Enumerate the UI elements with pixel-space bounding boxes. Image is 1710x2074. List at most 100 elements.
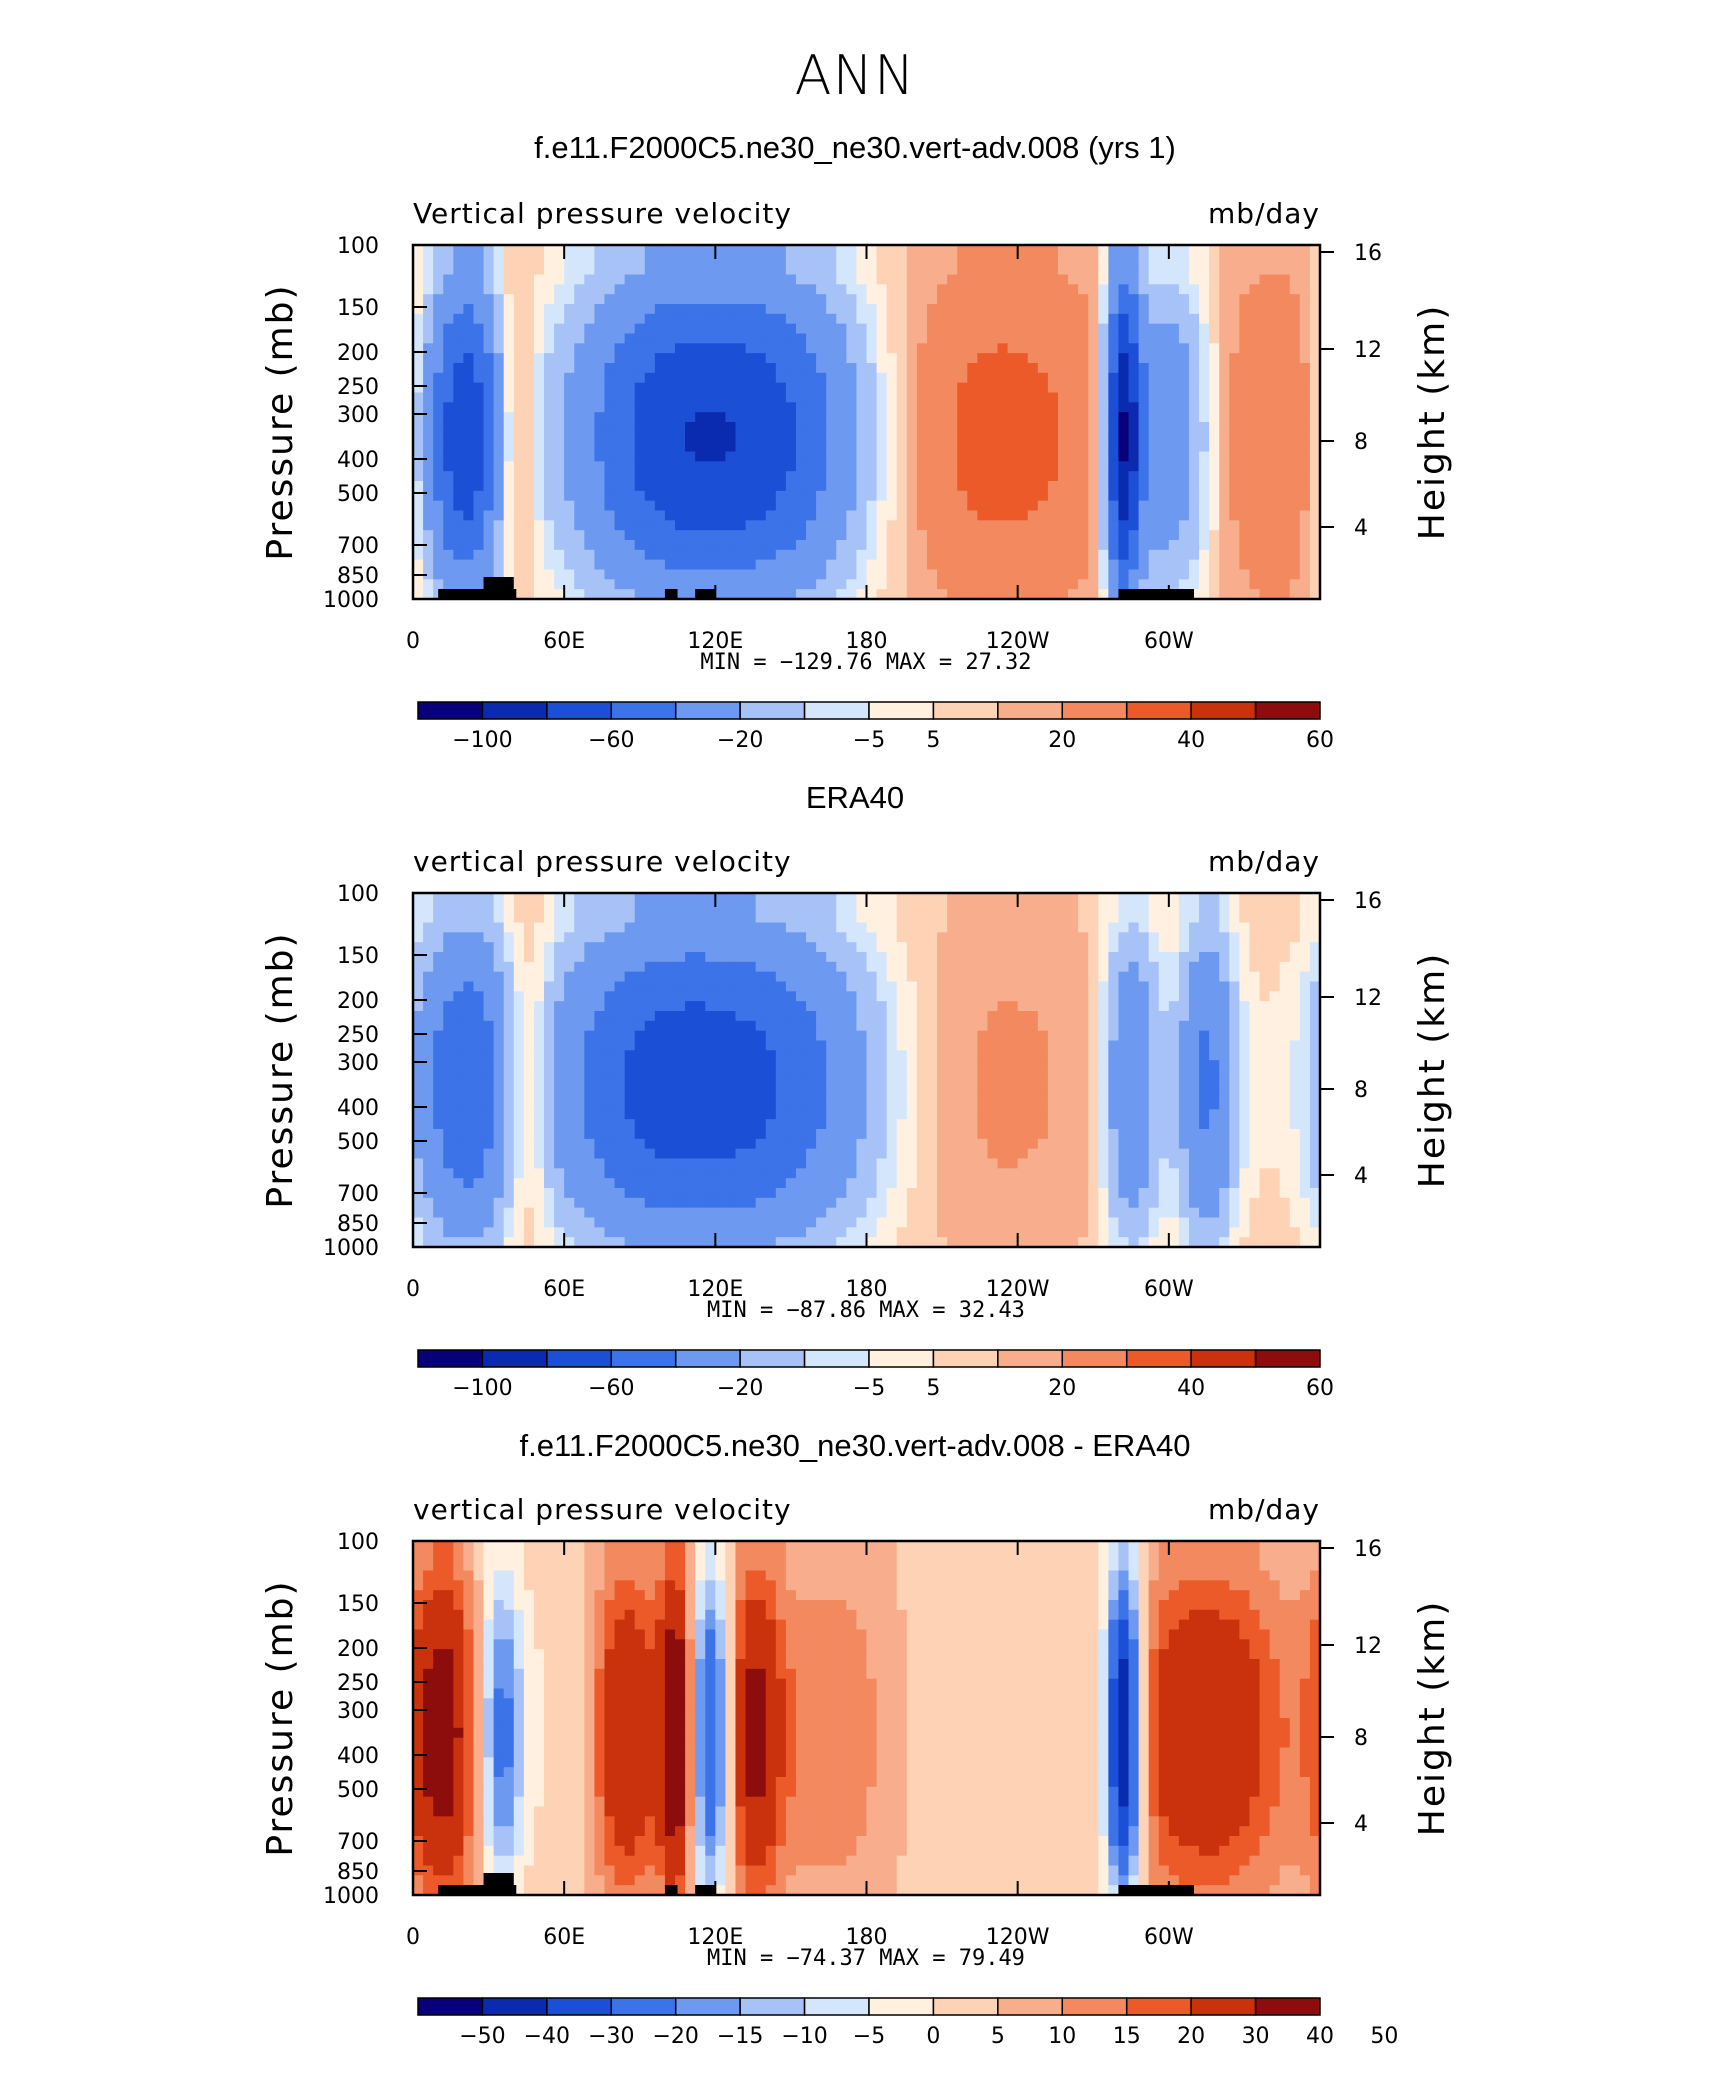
heatmap-cell	[1037, 1040, 1049, 1051]
heatmap-cell	[1027, 402, 1039, 413]
heatmap-cell	[695, 912, 706, 924]
heatmap-cell	[1199, 254, 1210, 266]
heatmap-cell	[503, 510, 515, 521]
heatmap-cell	[1108, 313, 1120, 325]
heatmap-cell	[906, 902, 918, 914]
heatmap-cell	[816, 961, 827, 973]
heatmap-cell	[544, 431, 555, 443]
heatmap-cell	[624, 549, 636, 561]
heatmap-cell	[1239, 520, 1251, 531]
heatmap-cell	[433, 549, 444, 561]
heatmap-cell	[1259, 461, 1271, 472]
heatmap-cell	[755, 402, 767, 413]
heatmap-cell	[826, 589, 837, 600]
heatmap-cell	[1118, 520, 1130, 531]
heatmap-cell	[926, 1020, 938, 1032]
heatmap-cell	[473, 353, 485, 364]
heatmap-cell	[644, 981, 656, 992]
colorbar-label: −20	[717, 728, 763, 753]
heatmap-cell	[1017, 333, 1029, 344]
heatmap-cell	[1148, 1030, 1160, 1042]
heatmap-cell	[926, 402, 938, 413]
heatmap-cell	[533, 245, 545, 256]
heatmap-cell	[725, 254, 737, 266]
panel-title-era40: ERA40	[805, 780, 905, 815]
heatmap-cell	[1078, 559, 1089, 571]
heatmap-cell	[614, 313, 626, 325]
heatmap-cell	[957, 1060, 968, 1071]
heatmap-cell	[493, 902, 505, 914]
heatmap-cell	[836, 461, 847, 472]
heatmap-cell	[896, 245, 908, 256]
heatmap-cell	[1108, 893, 1120, 904]
heatmap-cell	[433, 1060, 444, 1071]
heatmap-cell	[644, 372, 656, 384]
heatmap-cell	[1007, 589, 1019, 600]
heatmap-cell	[1068, 540, 1079, 551]
heatmap-cell	[1279, 304, 1291, 315]
heatmap-cell	[695, 1050, 706, 1061]
heatmap-cell	[533, 284, 545, 295]
heatmap-cell	[806, 1060, 817, 1071]
heatmap-cell	[1188, 579, 1200, 590]
heatmap-cell	[664, 412, 676, 423]
heatmap-cell	[1229, 1060, 1240, 1071]
heatmap-cell	[423, 481, 434, 492]
heatmap-cell	[433, 922, 444, 933]
heatmap-cell	[1279, 530, 1291, 541]
heatmap-cell	[745, 961, 757, 973]
heatmap-cell	[745, 510, 757, 521]
heatmap-cell	[1128, 510, 1140, 521]
heatmap-cell	[644, 264, 656, 276]
heatmap-cell	[453, 294, 464, 305]
heatmap-cell	[1128, 1030, 1140, 1042]
heatmap-cell	[1279, 274, 1291, 285]
heatmap-cell	[675, 1040, 686, 1051]
heatmap-cell	[705, 392, 716, 403]
heatmap-cell	[916, 952, 928, 963]
heatmap-cell	[664, 530, 676, 541]
heatmap-cell	[1078, 893, 1089, 904]
heatmap-cell	[483, 1001, 495, 1012]
heatmap-field	[413, 245, 1321, 600]
heatmap-cell	[1178, 549, 1190, 561]
heatmap-cell	[896, 323, 908, 335]
heatmap-cell	[1199, 902, 1210, 914]
heatmap-cell	[1108, 363, 1120, 374]
heatmap-cell	[523, 981, 535, 992]
heatmap-cell	[1168, 961, 1180, 973]
heatmap-cell	[584, 952, 595, 963]
heatmap-cell	[483, 559, 495, 571]
heatmap-cell	[1209, 402, 1220, 413]
heatmap-cell	[1108, 422, 1120, 433]
heatmap-cell	[675, 1030, 686, 1042]
heatmap-cell	[413, 431, 424, 443]
heatmap-cell	[816, 353, 827, 364]
heatmap-cell	[1098, 589, 1109, 600]
heatmap-cell	[745, 902, 757, 914]
heatmap-cell	[654, 569, 666, 580]
heatmap-cell	[765, 294, 777, 305]
heatmap-cell	[1279, 912, 1291, 924]
heatmap-cell	[795, 490, 807, 502]
heatmap-cell	[937, 932, 948, 943]
heatmap-cell	[957, 431, 968, 443]
heatmap-cell	[1239, 363, 1251, 374]
heatmap-cell	[926, 313, 938, 325]
heatmap-cell	[926, 294, 938, 305]
heatmap-cell	[1068, 343, 1079, 354]
heatmap-cell	[755, 382, 767, 394]
heatmap-cell	[493, 353, 505, 364]
heatmap-cell	[745, 540, 757, 551]
heatmap-cell	[1158, 313, 1170, 325]
heatmap-cell	[876, 893, 888, 904]
heatmap-cell	[1299, 422, 1311, 433]
pressure-tick-label: 400	[337, 448, 379, 473]
heatmap-cell	[1098, 549, 1109, 561]
heatmap-cell	[584, 579, 595, 590]
heatmap-cell	[453, 471, 464, 482]
heatmap-cell	[503, 961, 515, 973]
heatmap-cell	[977, 530, 989, 541]
heatmap-cell	[1078, 991, 1089, 1002]
heatmap-cell	[443, 264, 454, 276]
